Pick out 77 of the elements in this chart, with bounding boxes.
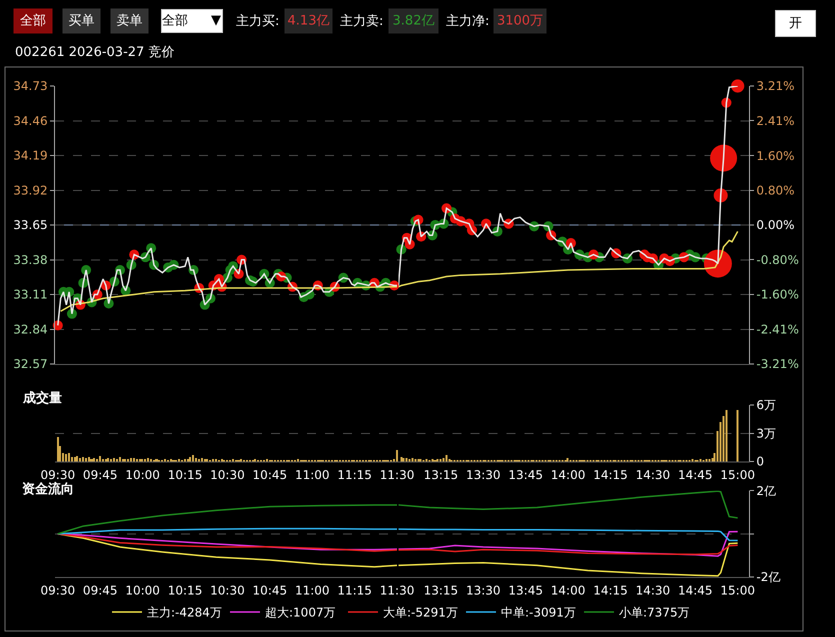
x-tick-label: 13:30 (466, 468, 501, 482)
y-tick-label: 32.57 (13, 357, 48, 372)
x-tick-label: 10:30 (210, 468, 245, 482)
x-tick-label: 14:15 (593, 468, 628, 482)
x-tick-label: 11:15 (337, 468, 372, 482)
x-tick-label: 11:30 (380, 468, 414, 482)
x-tick-label: 10:15 (168, 583, 202, 598)
x-tick-label: 13:15 (424, 468, 458, 482)
x-tick-label: 10:00 (125, 468, 160, 482)
y2-tick-label: 0.00% (756, 218, 795, 232)
x-tick-label: 14:45 (678, 583, 713, 598)
chart-title: 资金流向 (22, 481, 74, 497)
y2-tick-label: -3.21% (756, 357, 799, 372)
y-tick-label: 34.19 (13, 148, 48, 163)
x-tick-label: 10:15 (168, 468, 202, 482)
text: 3.82亿 (392, 14, 434, 28)
x-tick-label: 13:45 (508, 583, 543, 598)
y2-tick-label: 3.21% (756, 79, 795, 94)
y2-tick-label: 0 (756, 454, 764, 469)
x-tick-label: 14:15 (593, 583, 628, 598)
text: 3100万 (496, 14, 544, 28)
y2-tick-label: -2.41% (756, 322, 799, 337)
x-tick-label: 10:45 (252, 468, 288, 482)
x-tick-label: 11:30 (380, 583, 414, 598)
legend-label: 中单:-3091万 (501, 606, 576, 620)
y2-tick-label: -2亿 (756, 570, 780, 584)
x-tick-label: 14:30 (636, 583, 670, 598)
y2-tick-label: 6万 (756, 398, 776, 412)
x-tick-label: 09:45 (82, 583, 118, 598)
y2-tick-label: -0.80% (756, 252, 799, 267)
x-tick-label: 13:30 (466, 583, 501, 598)
y-tick-label: 33.11 (13, 288, 48, 302)
x-tick-label: 10:30 (210, 583, 245, 598)
y2-tick-label: -1.60% (756, 287, 799, 302)
x-tick-label: 14:00 (550, 583, 586, 598)
x-tick-label: 11:00 (294, 468, 330, 482)
y-tick-label: 33.38 (13, 252, 48, 267)
x-tick-label: 14:45 (678, 468, 713, 482)
x-tick-label: 15:00 (720, 583, 755, 598)
text: 全部 (20, 14, 46, 28)
y-tick-label: 33.65 (13, 218, 48, 232)
x-tick-label: 15:00 (720, 468, 755, 482)
text: 主力卖: (340, 13, 384, 29)
x-tick-label: 09:45 (82, 468, 118, 482)
text: 卖单 (116, 14, 142, 28)
text: 4.13亿 (288, 14, 330, 28)
legend-label: 小单:7375万 (619, 606, 690, 620)
text: 开 (789, 16, 802, 31)
y-tick-label: 32.84 (13, 322, 48, 336)
y2-tick-label: 0.80% (756, 184, 795, 198)
y2-tick-label: 2.41% (756, 114, 795, 128)
y-tick-label: 34.73 (13, 79, 48, 94)
legend-label: 超大:1007万 (265, 606, 336, 620)
x-tick-label: 11:15 (337, 583, 372, 598)
y2-tick-label: 3万 (756, 426, 776, 440)
x-tick-label: 13:15 (424, 583, 458, 598)
x-tick-label: 10:00 (125, 583, 160, 598)
x-tick-label: 14:30 (636, 468, 670, 482)
chart-title: 成交量 (22, 390, 62, 406)
x-tick-label: 13:45 (508, 468, 543, 482)
x-tick-label: 10:45 (252, 583, 288, 598)
text: 全部 (162, 14, 188, 28)
text: ▼ (211, 13, 221, 28)
y-tick-label: 33.92 (13, 183, 48, 198)
y-tick-label: 34.46 (13, 114, 48, 128)
legend-label: 大单:-5291万 (383, 606, 458, 620)
chart-title: 002261 2026-03-27 竞价 (15, 45, 174, 60)
y2-tick-label: 1.60% (756, 148, 795, 163)
legend-label: 主力:-4284万 (147, 606, 222, 620)
x-tick-label: 09:30 (40, 583, 76, 598)
text: 主力净: (446, 13, 490, 29)
text: 买单 (68, 14, 94, 28)
text: 主力买: (236, 13, 280, 29)
x-tick-label: 09:30 (40, 468, 76, 482)
x-tick-label: 11:00 (294, 583, 330, 598)
y2-tick-label: 2亿 (756, 484, 776, 498)
x-tick-label: 14:00 (550, 468, 586, 482)
